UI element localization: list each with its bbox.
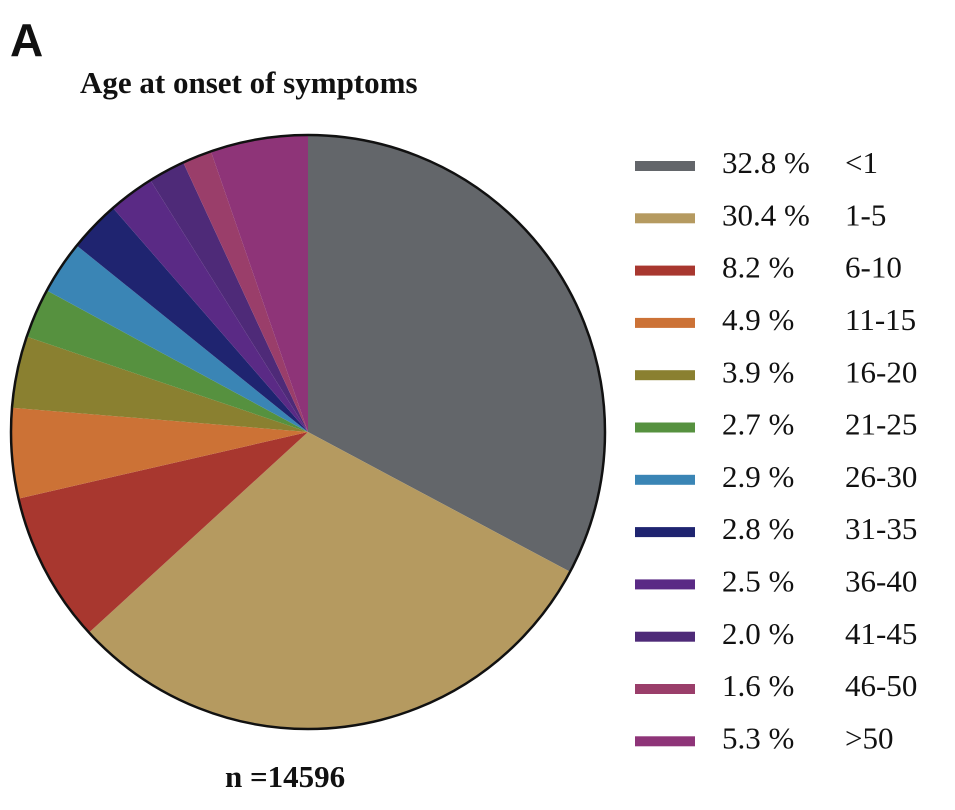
- legend-label: >50: [845, 720, 893, 755]
- legend-value: 4.9 %: [722, 302, 794, 337]
- legend-value: 2.0 %: [722, 616, 794, 651]
- legend-swatch: [635, 161, 695, 171]
- pie-slice: [26, 290, 309, 432]
- legend-label: 41-45: [845, 616, 917, 651]
- legend-value: 5.3 %: [722, 720, 794, 755]
- legend-label: 16-20: [845, 354, 917, 389]
- legend-value: 8.2 %: [722, 250, 794, 285]
- pie-slice: [210, 135, 308, 432]
- legend-swatch: [635, 631, 695, 642]
- legend-label: 46-50: [845, 668, 917, 703]
- pie-outline: [9, 133, 607, 731]
- legend-label: 11-15: [845, 302, 916, 337]
- legend-value: 2.7 %: [722, 407, 794, 442]
- legend-swatch: [635, 265, 695, 276]
- panel-label: A: [10, 14, 43, 66]
- pie-slice: [76, 207, 309, 432]
- sample-size: n =14596: [225, 759, 345, 794]
- legend-swatch: [635, 474, 695, 485]
- legend-label: 36-40: [845, 564, 917, 599]
- legend-label: 21-25: [845, 407, 917, 442]
- legend-label: 6-10: [845, 250, 902, 285]
- legend-value: 32.8 %: [722, 145, 810, 180]
- pie-slice: [88, 432, 571, 729]
- legend-label: 26-30: [845, 459, 917, 494]
- legend-value: 3.9 %: [722, 354, 794, 389]
- legend-swatch: [635, 422, 695, 433]
- legend-swatch: [635, 213, 695, 224]
- legend-label: 1-5: [845, 197, 886, 232]
- pie-slice: [112, 180, 308, 432]
- legend-swatch: [635, 317, 695, 328]
- legend-value: 2.8 %: [722, 511, 794, 546]
- legend-value: 1.6 %: [722, 668, 794, 703]
- pie-slice: [11, 336, 308, 432]
- legend-swatch: [635, 736, 695, 747]
- legend-swatch: [635, 527, 695, 538]
- legend-value: 2.9 %: [722, 459, 794, 494]
- chart-title: Age at onset of symptoms: [80, 65, 418, 100]
- pie-slice: [18, 432, 308, 633]
- legend-value: 30.4 %: [722, 197, 810, 232]
- pie-slice: [308, 135, 605, 572]
- legend-swatch: [635, 579, 695, 590]
- legend-swatch: [635, 684, 695, 694]
- legend-value: 2.5 %: [722, 564, 794, 599]
- pie-slice: [46, 245, 309, 432]
- pie-slice: [150, 162, 308, 433]
- legend-label: 31-35: [845, 511, 917, 546]
- pie-slice: [183, 151, 308, 432]
- legend-swatch: [635, 370, 695, 381]
- pie-slice: [10, 407, 308, 499]
- legend-label: <1: [845, 145, 878, 180]
